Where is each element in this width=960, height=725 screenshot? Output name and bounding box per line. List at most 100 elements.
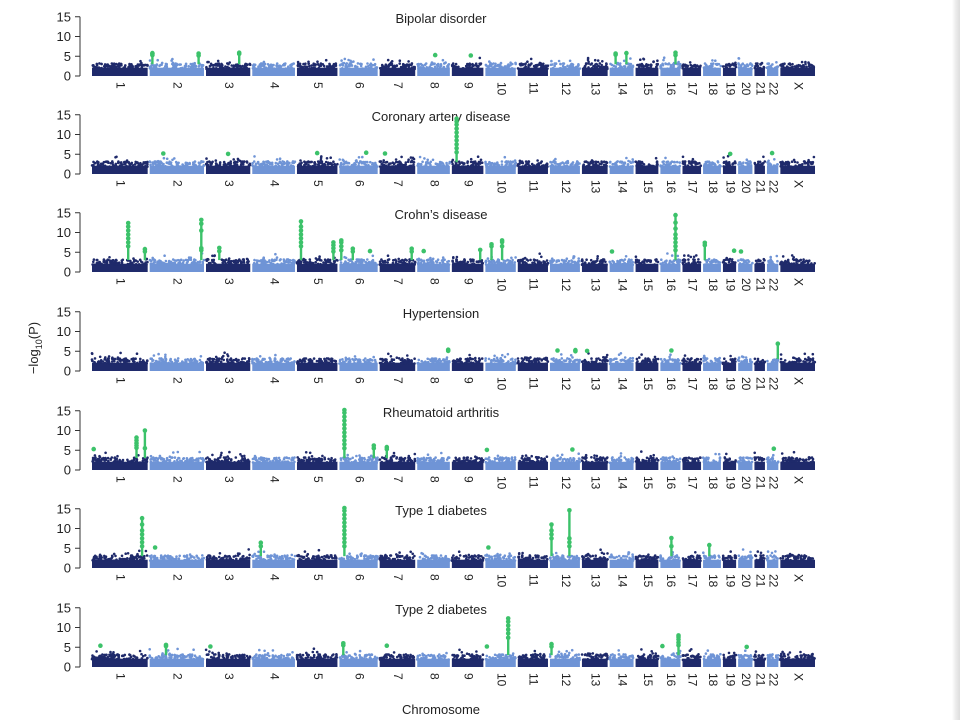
snp-point [392, 362, 395, 365]
snp-point [540, 263, 543, 266]
snp-point [458, 160, 461, 163]
snp-point [277, 165, 280, 168]
hit-point [339, 248, 344, 253]
snp-point [470, 358, 473, 361]
snp-point [150, 461, 153, 464]
snp-point [404, 262, 407, 265]
snp-point [407, 160, 410, 163]
snp-point [331, 359, 334, 362]
snp-point [768, 162, 771, 165]
snp-point [432, 159, 435, 162]
snp-point [177, 162, 180, 165]
snp-point [257, 361, 260, 364]
snp-point [397, 164, 400, 167]
snp-point [296, 361, 299, 364]
snp-point [114, 156, 117, 159]
snp-point [536, 159, 539, 162]
snp-point [154, 459, 157, 462]
snp-point [289, 362, 292, 365]
snp-point [334, 363, 337, 366]
snp-point [317, 263, 320, 266]
snp-point [97, 161, 100, 164]
chromosome-13-snps [582, 57, 609, 76]
snp-point [349, 359, 352, 362]
chromosome-21-snps [754, 62, 766, 76]
snp-point [99, 67, 102, 70]
significant-hit-chr2 [196, 51, 201, 64]
snp-point [534, 263, 537, 266]
snp-point [535, 64, 538, 67]
snp-point [307, 359, 310, 362]
snp-point [340, 362, 343, 365]
snp-point [338, 158, 341, 161]
snp-point [598, 362, 601, 365]
snp-point [523, 363, 526, 366]
snp-point [690, 256, 693, 259]
significant-hit-chr13 [585, 349, 590, 354]
snp-point [153, 354, 156, 357]
snp-point [734, 160, 737, 163]
snp-point [624, 356, 627, 359]
snp-point [113, 62, 116, 65]
significant-hit-chr9 [478, 248, 483, 261]
snp-point [638, 261, 641, 264]
snp-point [618, 165, 621, 168]
snp-point [94, 454, 97, 457]
snp-point [104, 362, 107, 365]
chromosome-label: 11 [527, 82, 541, 95]
snp-point [427, 258, 430, 261]
snp-point [398, 62, 401, 65]
snp-point [664, 359, 667, 362]
snp-point [402, 66, 405, 69]
snp-point [340, 59, 343, 62]
snp-point [772, 359, 775, 362]
snp-point [192, 63, 195, 66]
snp-point [454, 262, 457, 265]
snp-point [302, 259, 305, 262]
snp-point [92, 164, 95, 167]
snp-point [534, 259, 537, 262]
snp-point [543, 65, 546, 68]
snp-point [490, 163, 493, 166]
snp-point [610, 262, 613, 265]
y-tick-label: 5 [64, 147, 71, 162]
snp-point [153, 259, 156, 262]
snp-point [749, 360, 752, 363]
snp-point [357, 362, 360, 365]
chromosome-17-snps [681, 61, 702, 76]
snp-point [647, 68, 650, 71]
snp-point [693, 255, 696, 258]
snp-point [422, 66, 425, 69]
snp-point [804, 361, 807, 364]
snp-point [551, 67, 554, 70]
chromosome-label: 10 [494, 82, 508, 96]
snp-point [676, 63, 679, 66]
snp-point [528, 160, 531, 163]
snp-point [769, 256, 772, 259]
snp-point [569, 164, 572, 167]
snp-point [218, 64, 221, 67]
snp-point [470, 158, 473, 161]
snp-point [667, 63, 670, 66]
chromosome-17-snps [682, 254, 702, 272]
snp-point [248, 358, 251, 361]
chromosome-label: 20 [739, 180, 753, 194]
chromosome-9-snps [452, 354, 484, 371]
snp-point [507, 360, 510, 363]
snp-point [690, 163, 693, 166]
snp-point [149, 59, 152, 62]
snp-point [759, 67, 762, 70]
snp-point [707, 164, 710, 167]
snp-point [475, 164, 478, 167]
snp-point [615, 358, 618, 361]
snp-point [587, 164, 590, 167]
snp-point [171, 456, 174, 459]
snp-point [448, 260, 451, 263]
snp-point [163, 458, 166, 461]
significant-hit-chr6 [351, 246, 356, 260]
snp-point [312, 62, 315, 65]
snp-point [812, 353, 815, 356]
snp-point [594, 261, 597, 264]
snp-point [130, 262, 133, 265]
snp-point [163, 67, 166, 70]
